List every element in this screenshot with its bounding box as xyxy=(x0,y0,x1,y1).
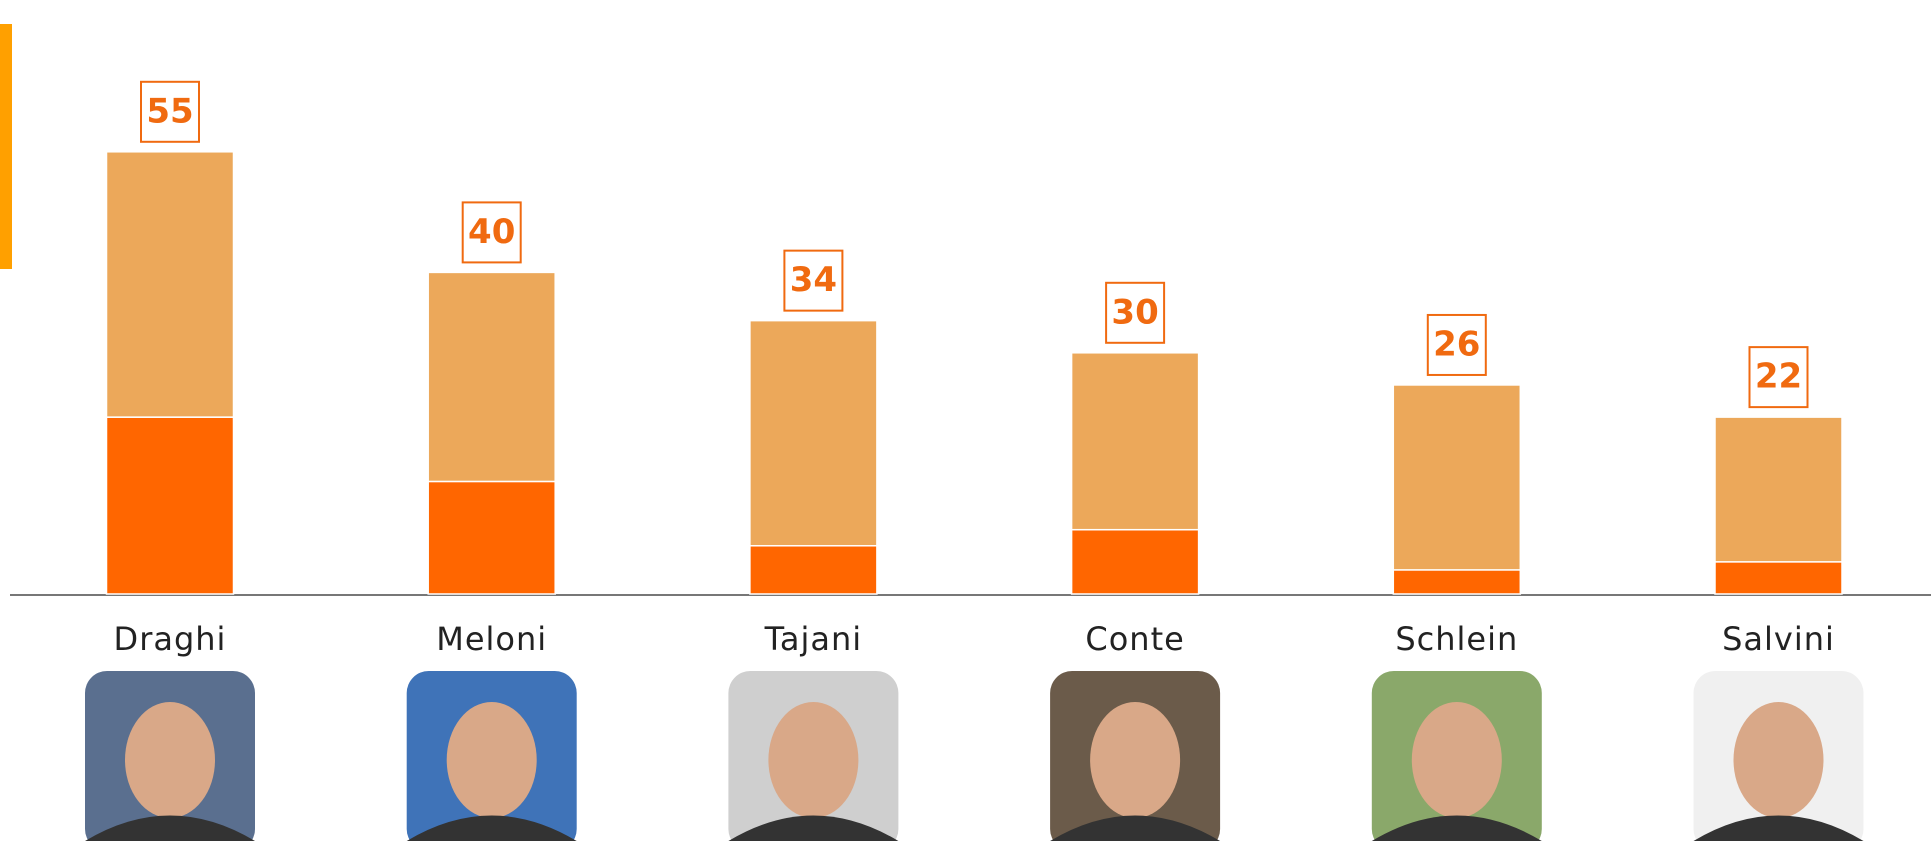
bar-segment xyxy=(1392,384,1522,571)
photo-shoulders xyxy=(406,815,577,841)
bar-segment xyxy=(427,271,556,483)
bar-segment xyxy=(1714,416,1843,563)
bar-segment xyxy=(427,480,556,595)
value-label-box xyxy=(1426,313,1487,376)
photo-face xyxy=(1090,702,1181,818)
value-label-box xyxy=(783,249,844,312)
value-label: 26 xyxy=(1433,324,1480,364)
bar-segment xyxy=(749,545,878,595)
bar-segment xyxy=(1070,528,1200,595)
bar-segment xyxy=(1070,352,1200,531)
value-label-box xyxy=(1105,281,1166,344)
bar-segment xyxy=(749,319,878,547)
bar-segment xyxy=(105,416,235,595)
photo-face xyxy=(1411,702,1502,818)
photo-face xyxy=(1733,702,1824,818)
category-label: Conte xyxy=(1085,620,1184,658)
value-label: 22 xyxy=(1755,357,1802,397)
photo-shoulders xyxy=(85,815,255,841)
category-label: Tajani xyxy=(764,620,863,658)
photo-face xyxy=(768,702,859,818)
category-label: Schlein xyxy=(1395,620,1518,658)
photo-shoulders xyxy=(1371,815,1542,841)
bar-segment xyxy=(1714,561,1843,595)
photo-face xyxy=(125,702,215,818)
value-label-box xyxy=(461,201,522,264)
photo-shoulders xyxy=(1693,815,1864,841)
value-label-box xyxy=(140,80,200,143)
bar-segment xyxy=(1392,569,1522,595)
photo-face xyxy=(446,702,537,818)
photo-shoulders xyxy=(728,815,899,841)
bar-segment xyxy=(105,151,235,418)
value-label-box xyxy=(1748,346,1809,409)
category-label: Draghi xyxy=(114,620,227,658)
value-label: 30 xyxy=(1111,292,1158,332)
value-label: 40 xyxy=(468,212,515,252)
category-label: Salvini xyxy=(1722,620,1835,658)
accent-bar xyxy=(0,24,12,269)
value-label: 55 xyxy=(146,91,193,131)
value-label: 34 xyxy=(790,260,837,300)
category-label: Meloni xyxy=(436,620,547,658)
photo-shoulders xyxy=(1050,815,1221,841)
